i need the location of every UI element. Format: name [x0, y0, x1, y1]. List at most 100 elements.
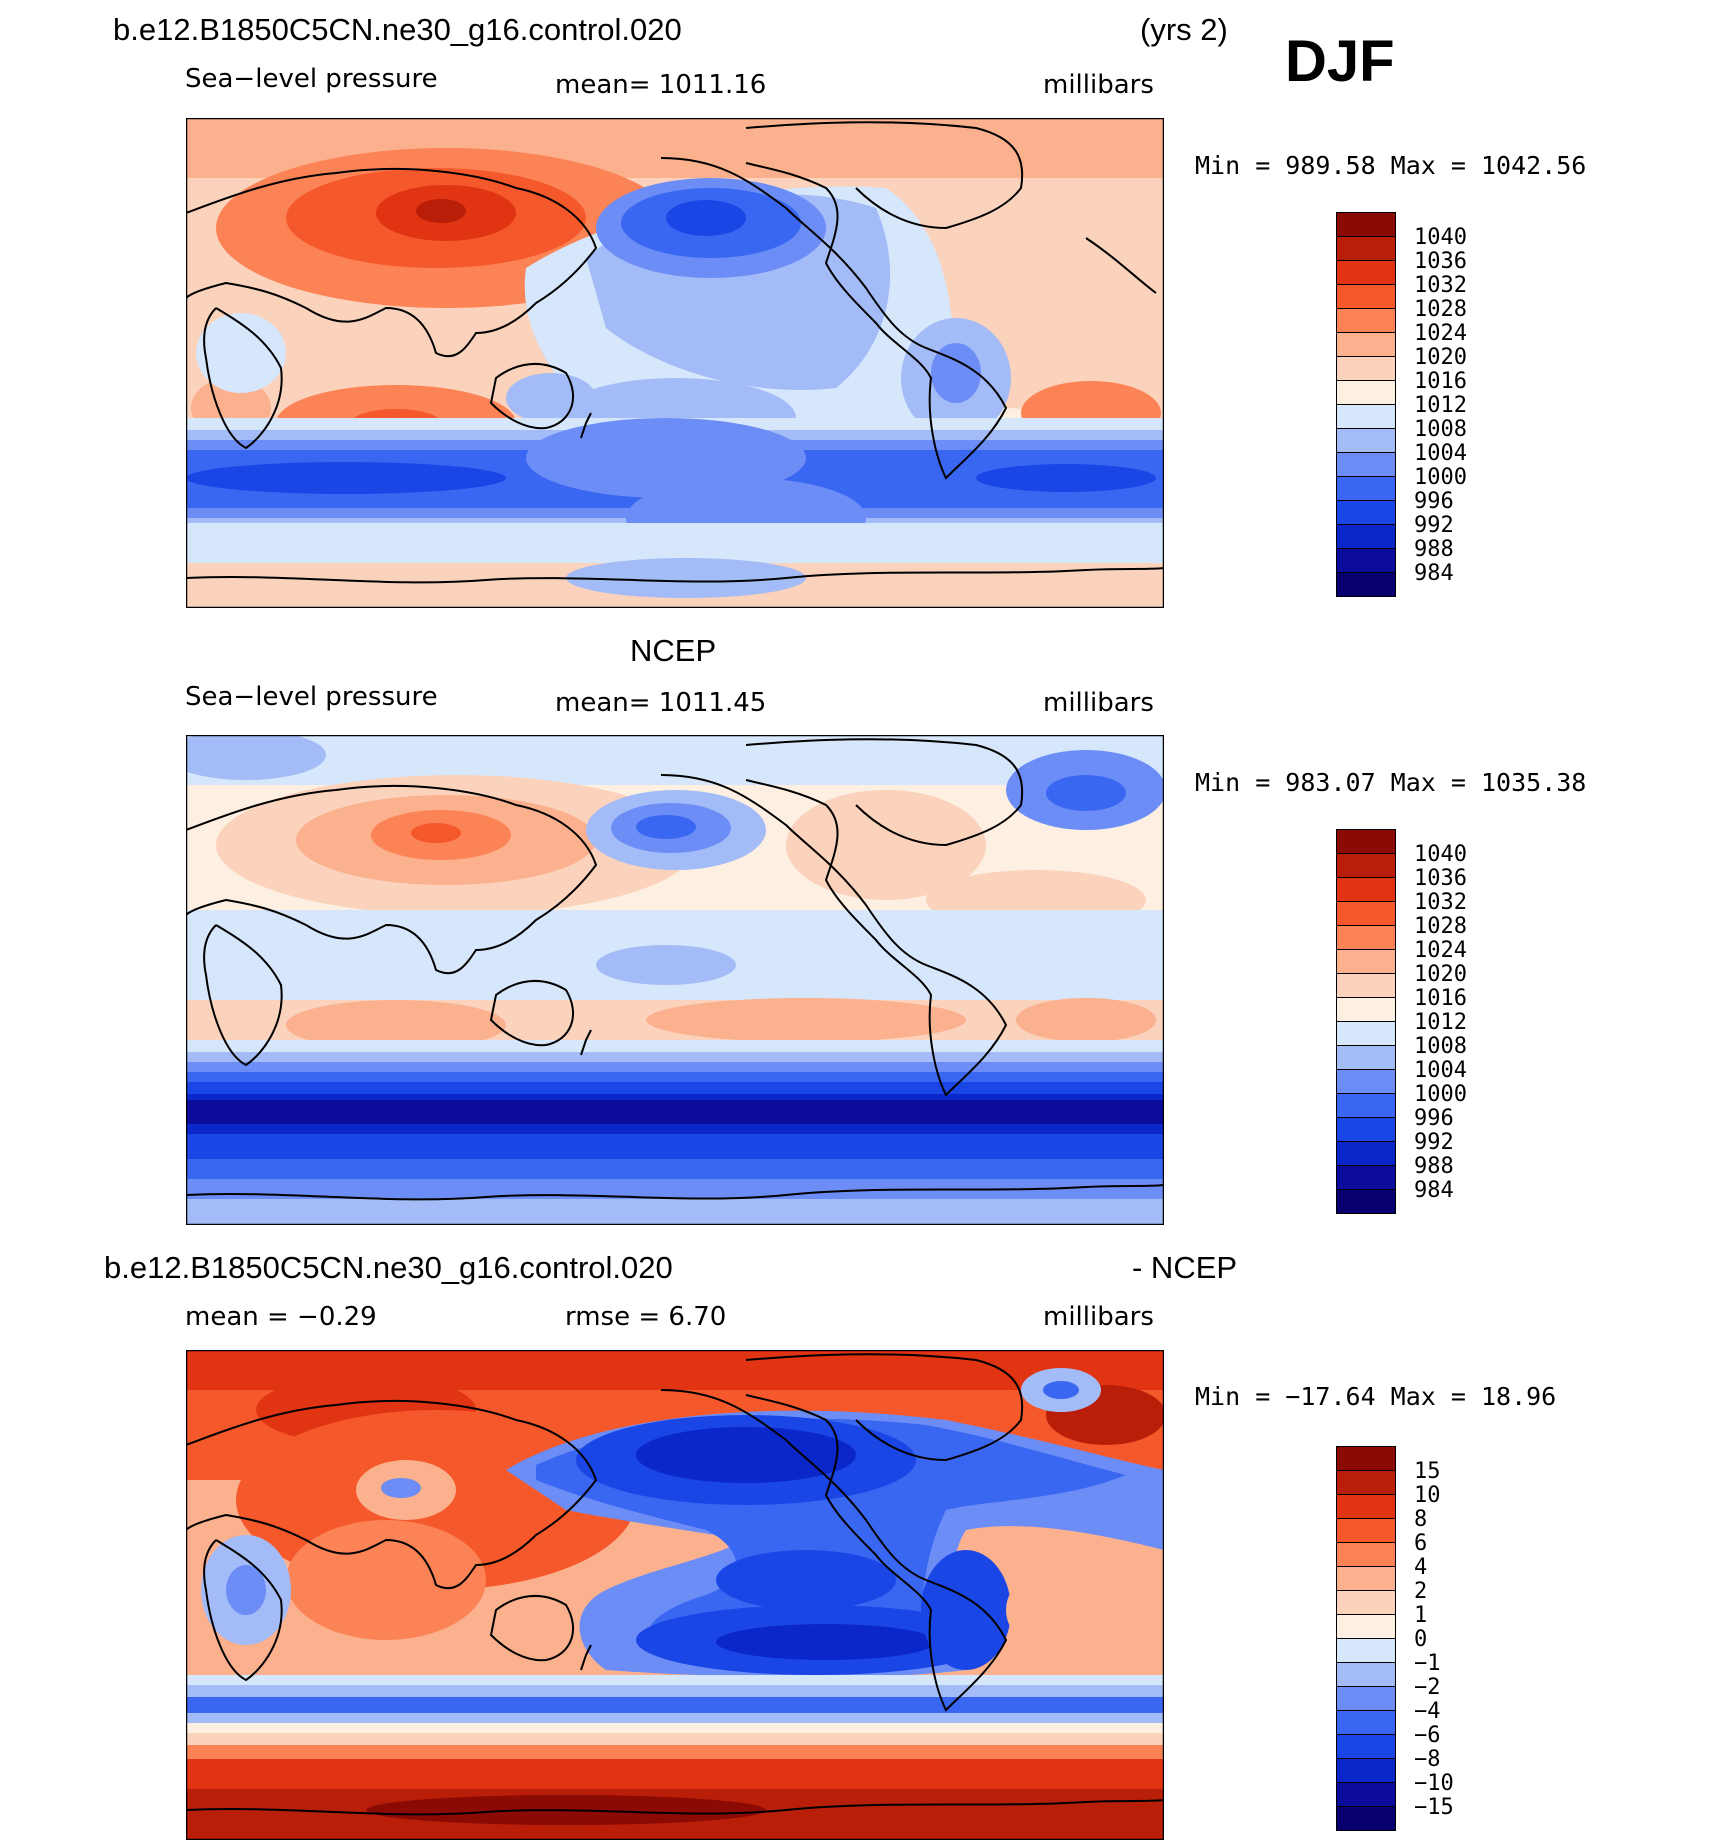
colorbar-box	[1336, 949, 1396, 974]
colorbar-label: −6	[1414, 1723, 1441, 1748]
colorbar-box	[1336, 284, 1396, 309]
panel1-years: (yrs 2)	[1140, 12, 1228, 47]
colorbar-box	[1336, 428, 1396, 453]
colorbar-box	[1336, 925, 1396, 950]
colorbar-label: 992	[1414, 1130, 1454, 1155]
colorbar-box	[1336, 901, 1396, 926]
colorbar-box	[1336, 1734, 1396, 1759]
colorbar-box	[1336, 452, 1396, 477]
colorbar-box	[1336, 476, 1396, 501]
colorbar-box	[1336, 236, 1396, 261]
panel3-mean: mean = −0.29	[185, 1302, 377, 1332]
colorbar-box	[1336, 1518, 1396, 1543]
colorbar-label: 1032	[1414, 890, 1467, 915]
colorbar-label: 1008	[1414, 417, 1467, 442]
colorbar-box	[1336, 1806, 1396, 1831]
colorbar-box	[1336, 1117, 1396, 1142]
colorbar-box	[1336, 1686, 1396, 1711]
colorbar-label: 15	[1414, 1459, 1441, 1484]
colorbar-label: 984	[1414, 561, 1454, 586]
colorbar-label: 1004	[1414, 1058, 1467, 1083]
colorbar-box	[1336, 308, 1396, 333]
panel2-minmax: Min = 983.07 Max = 1035.38	[1195, 768, 1587, 797]
colorbar-box	[1336, 1710, 1396, 1735]
colorbar-box	[1336, 1614, 1396, 1639]
colorbar-box	[1336, 1021, 1396, 1046]
panel2-colorbar	[1336, 829, 1396, 1214]
panel3-colorbar-labels: 15 10 8 6 4 2 1 0 −1 −2 −4 −6 −8 −10 −15	[1414, 1460, 1454, 1820]
colorbar-box	[1336, 973, 1396, 998]
colorbar-label: 1036	[1414, 249, 1467, 274]
colorbar-box	[1336, 1782, 1396, 1807]
colorbar-label: 1020	[1414, 962, 1467, 987]
panel1-field: Sea−level pressure	[185, 64, 438, 94]
colorbar-box	[1336, 1045, 1396, 1070]
panel1-units: millibars	[1043, 70, 1154, 100]
colorbar-box	[1336, 356, 1396, 381]
panel1-colorbar	[1336, 212, 1396, 597]
colorbar-box	[1336, 1165, 1396, 1190]
panel3-title: b.e12.B1850C5CN.ne30_g16.control.020	[104, 1250, 673, 1285]
colorbar-label: 1016	[1414, 986, 1467, 1011]
colorbar-box	[1336, 853, 1396, 878]
panel3-map	[186, 1350, 1164, 1840]
colorbar-label: 1024	[1414, 938, 1467, 963]
colorbar-label: 1000	[1414, 1082, 1467, 1107]
colorbar-box	[1336, 1446, 1396, 1471]
season-label: DJF	[1285, 29, 1395, 94]
colorbar-box	[1336, 1470, 1396, 1495]
panel1-colorbar-labels: 1040 1036 1032 1028 1024 1020 1016 1012 1008 1004…	[1414, 226, 1467, 586]
panel3-colorbar	[1336, 1446, 1396, 1831]
colorbar-box	[1336, 829, 1396, 854]
colorbar-box	[1336, 1494, 1396, 1519]
colorbar-label: 1	[1414, 1603, 1428, 1628]
panel1-minmax: Min = 989.58 Max = 1042.56	[1195, 151, 1587, 180]
colorbar-label: 10	[1414, 1483, 1441, 1508]
colorbar-label: −4	[1414, 1699, 1441, 1724]
colorbar-box	[1336, 404, 1396, 429]
colorbar-label: 1004	[1414, 441, 1467, 466]
panel1-map	[186, 118, 1164, 608]
colorbar-label: 1012	[1414, 393, 1467, 418]
colorbar-box	[1336, 212, 1396, 237]
colorbar-label: 992	[1414, 513, 1454, 538]
colorbar-label: −10	[1414, 1771, 1454, 1796]
colorbar-label: 988	[1414, 1154, 1454, 1179]
colorbar-label: 1036	[1414, 866, 1467, 891]
colorbar-box	[1336, 1141, 1396, 1166]
panel1-mean: mean= 1011.16	[555, 70, 767, 100]
colorbar-box	[1336, 1189, 1396, 1214]
colorbar-box	[1336, 380, 1396, 405]
colorbar-box	[1336, 1542, 1396, 1567]
colorbar-box	[1336, 877, 1396, 902]
colorbar-box	[1336, 1566, 1396, 1591]
colorbar-label: 6	[1414, 1531, 1428, 1556]
colorbar-label: 1040	[1414, 225, 1467, 250]
colorbar-label: −8	[1414, 1747, 1441, 1772]
panel2-units: millibars	[1043, 688, 1154, 718]
colorbar-label: 984	[1414, 1178, 1454, 1203]
colorbar-box	[1336, 1638, 1396, 1663]
colorbar-box	[1336, 1662, 1396, 1687]
colorbar-box	[1336, 1590, 1396, 1615]
colorbar-label: 1028	[1414, 914, 1467, 939]
panel3-title-suffix: - NCEP	[1132, 1250, 1238, 1285]
colorbar-label: −15	[1414, 1795, 1454, 1820]
panel2-map	[186, 735, 1164, 1225]
panel2-colorbar-labels: 1040 1036 1032 1028 1024 1020 1016 1012 1008 1004…	[1414, 843, 1467, 1203]
colorbar-label: 1000	[1414, 465, 1467, 490]
colorbar-box	[1336, 524, 1396, 549]
colorbar-box	[1336, 260, 1396, 285]
colorbar-label: 0	[1414, 1627, 1428, 1652]
colorbar-box	[1336, 1069, 1396, 1094]
colorbar-label: 1020	[1414, 345, 1467, 370]
panel2-field: Sea−level pressure	[185, 682, 438, 712]
colorbar-label: 1028	[1414, 297, 1467, 322]
colorbar-label: 4	[1414, 1555, 1428, 1580]
colorbar-label: 8	[1414, 1507, 1428, 1532]
panel3-minmax: Min = −17.64 Max = 18.96	[1195, 1382, 1557, 1411]
colorbar-box	[1336, 1093, 1396, 1118]
colorbar-label: −1	[1414, 1651, 1441, 1676]
colorbar-box	[1336, 572, 1396, 597]
colorbar-label: 1040	[1414, 842, 1467, 867]
